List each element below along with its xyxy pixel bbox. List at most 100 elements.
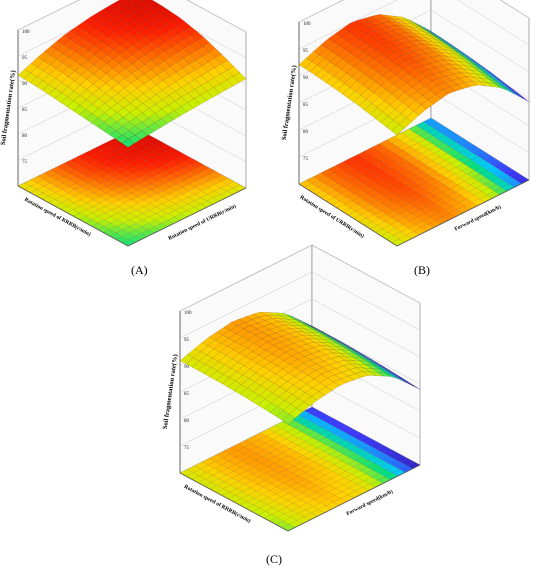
surface-cell <box>239 348 253 357</box>
z-tick-label: 90 <box>22 82 28 87</box>
surface-cell <box>289 407 303 419</box>
surface-cell <box>17 69 31 80</box>
surface-cell <box>154 118 168 128</box>
surface-cell <box>36 70 50 81</box>
surface-cell <box>346 66 360 78</box>
surface-cell <box>357 42 371 52</box>
panel-label-b: (B) <box>414 263 430 277</box>
surface-cell <box>279 318 294 323</box>
surface-cell <box>355 352 370 360</box>
surface-cell <box>388 45 402 53</box>
surface-cell <box>141 0 155 6</box>
surface-cell <box>470 69 484 76</box>
surface-cell <box>413 72 427 83</box>
surface-cell <box>444 59 459 66</box>
surface-cell <box>263 402 278 413</box>
floor-cell <box>423 117 437 126</box>
surface-cell <box>431 78 446 86</box>
surface-cell <box>98 83 113 94</box>
surface-cell <box>299 325 313 330</box>
floor-contour-map <box>179 406 421 532</box>
surface-cell <box>348 26 362 36</box>
surface-cell <box>157 42 172 52</box>
surface-cell <box>84 113 99 124</box>
surface-cell <box>466 62 480 70</box>
surface-cell <box>236 322 252 329</box>
surface-cell <box>112 73 126 84</box>
surface-cell <box>258 350 273 359</box>
surface-cell <box>374 111 389 123</box>
z-axis-label: Soil fragmentation rate(%) <box>0 70 17 146</box>
surface-cell <box>219 79 234 90</box>
panel-label-c: (C) <box>266 552 282 566</box>
surface-cell <box>296 401 311 413</box>
surface-cell <box>137 74 151 85</box>
surface-cell <box>370 19 384 26</box>
surface-cell <box>422 63 437 71</box>
surface-cell <box>248 328 264 336</box>
chart-panel-b: 707580859095100Soil fragmentation rate(%… <box>275 0 550 250</box>
surface-cell <box>311 332 325 337</box>
surface-cell <box>115 12 129 21</box>
surface-cell <box>257 320 272 327</box>
surface-cell <box>262 329 277 336</box>
surface-cell <box>103 126 117 136</box>
surface-cell <box>160 114 175 124</box>
surface-cell <box>437 59 451 66</box>
surface-cell <box>303 322 317 330</box>
surface-plot-c: 707580859095100Soil fragmentation rate(%… <box>162 244 421 532</box>
surface-cell <box>284 324 299 329</box>
surface-cell <box>366 58 380 69</box>
surface-cell <box>304 322 319 330</box>
surface-cell <box>312 382 327 392</box>
surface-cell <box>112 63 126 74</box>
surface-cell <box>124 73 138 84</box>
surface-cell <box>182 63 196 75</box>
surface-cell <box>227 381 242 391</box>
surface-cell <box>263 323 278 330</box>
surface-cell <box>378 368 393 376</box>
surface-cell <box>376 372 392 377</box>
surface-cell <box>175 77 189 88</box>
surface-cell <box>398 117 412 129</box>
z-tick-label: 75 <box>303 157 309 162</box>
z-tick-label: 100 <box>184 311 192 316</box>
surface-cell <box>179 354 194 365</box>
surface-cell <box>273 315 288 320</box>
surface-cell <box>413 104 427 116</box>
surface-cell <box>214 53 228 65</box>
surface-cell <box>48 88 62 99</box>
surface-cell <box>241 378 255 389</box>
surface-cell <box>158 33 172 43</box>
surface-cell <box>235 374 249 385</box>
surface-cell <box>253 385 267 396</box>
z-axis-label: Soil fragmentation rate(%) <box>281 65 298 141</box>
surface-cell <box>419 26 433 35</box>
surface-cell <box>366 361 381 368</box>
z-tick-label: 100 <box>22 30 30 35</box>
surface-cell <box>325 76 340 87</box>
surface-cell <box>417 27 431 35</box>
z-tick-label: 90 <box>184 365 190 370</box>
floor-edge <box>298 179 530 247</box>
surface-cell <box>362 46 376 56</box>
surface-cell <box>165 20 179 30</box>
z-axis-label: Soil fragmentation rate(%) <box>162 354 179 430</box>
panel-label-a: (A) <box>131 263 148 277</box>
surface-cell <box>393 28 408 35</box>
surface-cell <box>251 354 265 364</box>
z-tick-label: 85 <box>303 103 309 108</box>
surface-cell <box>245 313 260 320</box>
z-tick-label: 100 <box>303 22 311 27</box>
surface-cell <box>180 102 194 113</box>
floor-cell <box>304 406 319 415</box>
surface-cell <box>335 58 349 70</box>
surface-cell <box>315 68 329 80</box>
surface-cell <box>342 87 356 99</box>
surface-cell <box>199 354 213 365</box>
surface-cell <box>428 34 442 42</box>
surface-cell <box>360 55 375 65</box>
surface-cell <box>134 8 148 17</box>
surface-cell <box>324 352 340 359</box>
surface-cell <box>211 361 225 372</box>
